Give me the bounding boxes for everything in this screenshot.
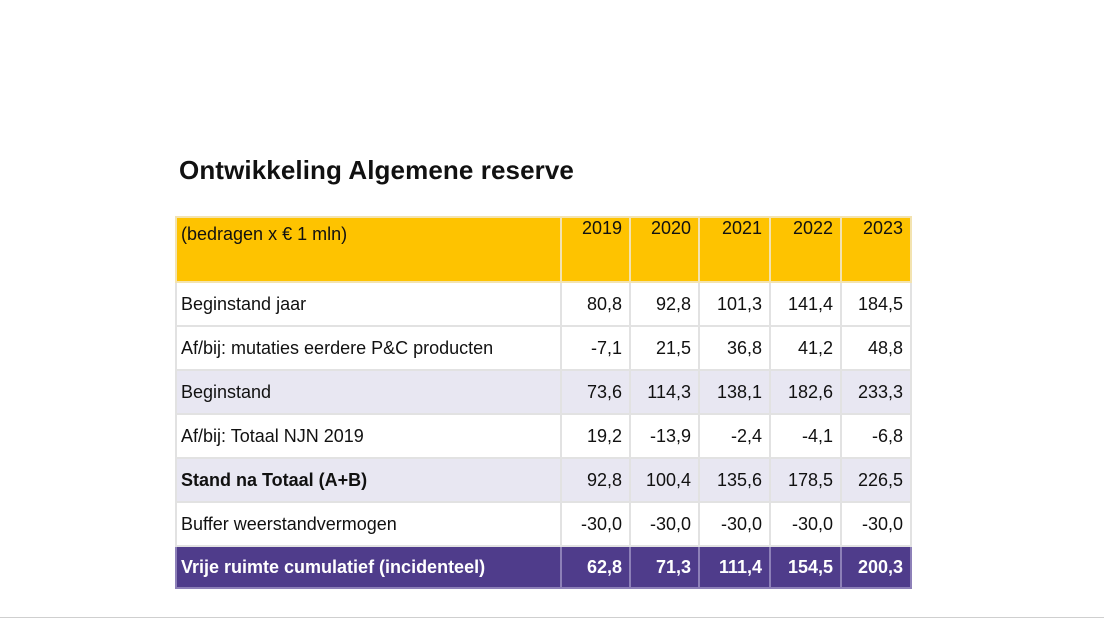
cell-value: -30,0 [698,501,771,547]
year-header: 2020 [629,216,700,283]
cell-value: -30,0 [560,501,631,547]
cell-value: 200,3 [840,545,912,589]
table-row: Beginstand jaar 80,8 92,8 101,3 141,4 18… [175,281,912,327]
cell-value: -30,0 [840,501,912,547]
reserve-table: (bedragen x € 1 mln) 2019 2020 2021 2022… [175,216,912,589]
cell-value: -30,0 [629,501,700,547]
cell-value: -7,1 [560,325,631,371]
cell-value: 80,8 [560,281,631,327]
table-header-row: (bedragen x € 1 mln) 2019 2020 2021 2022… [175,216,912,283]
cell-value: 135,6 [698,457,771,503]
cell-value: 233,3 [840,369,912,415]
page-title: Ontwikkeling Algemene reserve [179,155,574,185]
cell-value: 21,5 [629,325,700,371]
row-label: Buffer weerstandvermogen [175,501,562,547]
table-row-total: Vrije ruimte cumulatief (incidenteel) 62… [175,545,912,589]
cell-value: 184,5 [840,281,912,327]
cell-value: 111,4 [698,545,771,589]
cell-value: 48,8 [840,325,912,371]
cell-value: 100,4 [629,457,700,503]
table-row: Beginstand 73,6 114,3 138,1 182,6 233,3 [175,369,912,415]
cell-value: 141,4 [769,281,842,327]
cell-value: 73,6 [560,369,631,415]
cell-value: -4,1 [769,413,842,459]
cell-value: 138,1 [698,369,771,415]
cell-value: 92,8 [629,281,700,327]
cell-value: 71,3 [629,545,700,589]
cell-value: 92,8 [560,457,631,503]
cell-value: -13,9 [629,413,700,459]
cell-value: 36,8 [698,325,771,371]
cell-value: 154,5 [769,545,842,589]
cell-value: 182,6 [769,369,842,415]
cell-value: 178,5 [769,457,842,503]
row-label: Vrije ruimte cumulatief (incidenteel) [175,545,562,589]
row-label: Beginstand [175,369,562,415]
table-row: Af/bij: mutaties eerdere P&C producten -… [175,325,912,371]
table-row-subtotal: Stand na Totaal (A+B) 92,8 100,4 135,6 1… [175,457,912,503]
table-row: Af/bij: Totaal NJN 2019 19,2 -13,9 -2,4 … [175,413,912,459]
cell-value: 101,3 [698,281,771,327]
year-header: 2022 [769,216,842,283]
cell-value: 62,8 [560,545,631,589]
year-header: 2021 [698,216,771,283]
cell-value: 226,5 [840,457,912,503]
year-header: 2023 [840,216,912,283]
cell-value: 114,3 [629,369,700,415]
cell-value: -2,4 [698,413,771,459]
row-label: Af/bij: mutaties eerdere P&C producten [175,325,562,371]
cell-value: 41,2 [769,325,842,371]
row-label: Stand na Totaal (A+B) [175,457,562,503]
row-label: Af/bij: Totaal NJN 2019 [175,413,562,459]
bottom-divider [0,617,1104,618]
row-label: Beginstand jaar [175,281,562,327]
year-header: 2019 [560,216,631,283]
cell-value: -30,0 [769,501,842,547]
header-label: (bedragen x € 1 mln) [175,216,562,283]
cell-value: 19,2 [560,413,631,459]
table-row: Buffer weerstandvermogen -30,0 -30,0 -30… [175,501,912,547]
cell-value: -6,8 [840,413,912,459]
